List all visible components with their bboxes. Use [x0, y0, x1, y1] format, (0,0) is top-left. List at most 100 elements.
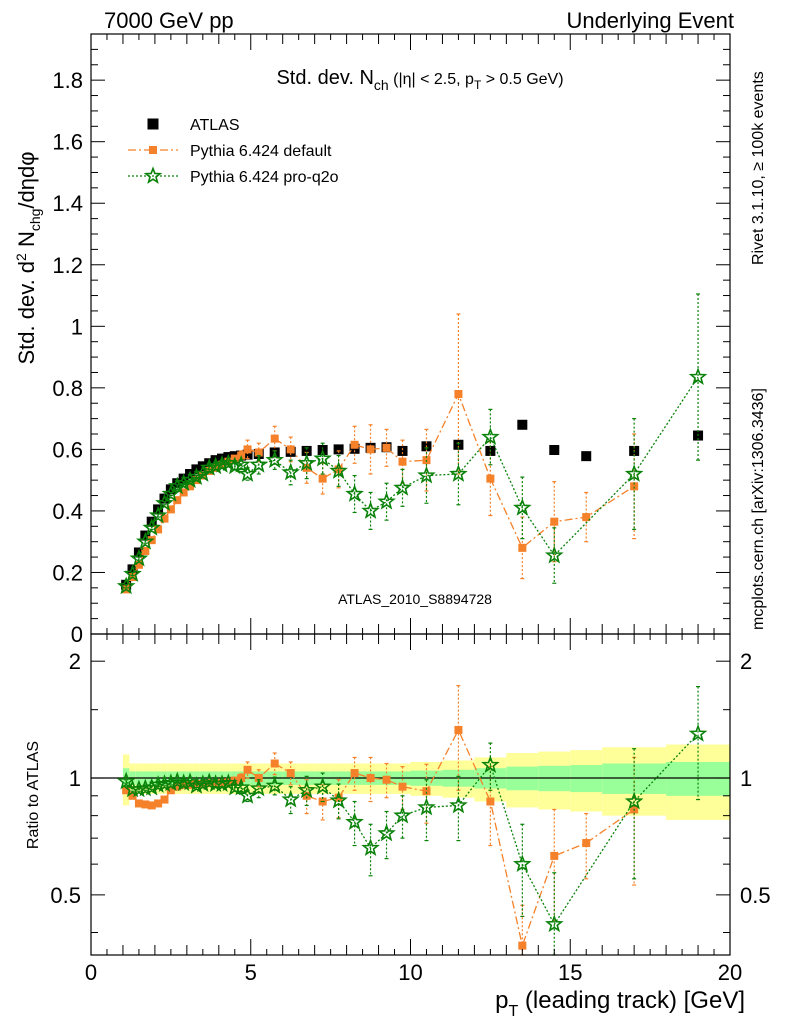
ratio-point	[160, 795, 169, 804]
main-title: Std. dev. Nch (|η| < 2.5, pT > 0.5 GeV)	[276, 67, 563, 93]
mcplots-label: mcplots.cern.ch [arXiv:1306.3436]	[750, 388, 767, 630]
ratio-point	[297, 780, 316, 799]
x-tick-label: 5	[245, 960, 257, 985]
data-point	[518, 543, 527, 552]
data-point	[582, 513, 591, 522]
ratio-point	[350, 769, 359, 778]
data-point	[123, 564, 142, 582]
x-tick-label: 20	[718, 960, 742, 985]
data-point	[345, 484, 364, 502]
data-point	[377, 491, 396, 510]
data-point	[180, 470, 200, 489]
ratio-point	[148, 775, 168, 793]
legend-item-1: ATLAS	[147, 117, 240, 134]
data-point	[286, 445, 295, 454]
main-series-2	[122, 313, 639, 594]
ratio-point	[417, 797, 436, 816]
data-point	[281, 462, 300, 481]
data-point	[382, 443, 391, 452]
ratio-series-1	[122, 685, 639, 956]
ratio-y-tick-label-right: 2	[740, 649, 752, 674]
data-point	[318, 474, 327, 483]
ratio-y-tick-label: 1	[69, 766, 81, 791]
title-part: > 0.5 GeV)	[481, 71, 563, 88]
data-point	[544, 545, 564, 564]
ratio-point	[688, 724, 708, 742]
data-point	[270, 434, 279, 443]
data-point	[417, 465, 436, 484]
y-tick-label: 1.4	[52, 191, 83, 216]
data-point	[254, 448, 263, 457]
legend-label: Pythia 6.424 pro-q2o	[190, 169, 339, 186]
ratio-point	[286, 769, 295, 778]
ratio-point	[231, 777, 251, 796]
ratio-point	[550, 851, 559, 860]
ratio-point	[141, 800, 150, 809]
legend-label: Pythia 6.424 default	[190, 143, 332, 160]
rivet-label: Rivet 3.1.10, ≥ 100k events	[750, 71, 767, 265]
data-point	[581, 451, 592, 462]
data-point	[361, 501, 380, 519]
ratio-point	[116, 771, 136, 790]
ratio-point	[254, 774, 263, 783]
x-tick-label: 0	[85, 960, 97, 985]
ratio-point	[136, 778, 155, 797]
data-point	[165, 484, 176, 495]
data-point	[265, 450, 285, 469]
data-point	[148, 505, 168, 524]
ratio-point	[166, 786, 175, 795]
data-point	[172, 478, 183, 489]
y-tick-label: 0	[71, 622, 83, 647]
title-part: (|η| < 2.5, p	[389, 71, 474, 88]
ratio-point	[361, 838, 380, 856]
y-tick-label: 1.8	[52, 68, 83, 93]
legend-marker	[143, 166, 163, 184]
data-point	[225, 456, 245, 475]
xlabel-part: p	[495, 987, 508, 1014]
data-point	[630, 482, 639, 491]
legend-item-3: Pythia 6.424 pro-q2o	[128, 166, 339, 186]
data-point	[199, 458, 219, 476]
data-point	[297, 453, 316, 472]
data-point	[393, 478, 412, 496]
ratio-series-2	[116, 686, 708, 956]
data-point	[155, 493, 174, 512]
y-tick-label: 0.8	[52, 376, 83, 401]
data-point	[238, 464, 257, 482]
data-point	[350, 440, 359, 449]
ratio-point	[155, 774, 174, 792]
main-series-3	[116, 293, 708, 595]
title-sub: T	[474, 78, 482, 92]
data-point	[550, 517, 559, 526]
series-line	[125, 376, 699, 587]
x-tick-label: 10	[398, 960, 422, 985]
ratio-point	[128, 791, 137, 800]
ratio-point	[225, 777, 245, 796]
ylabel-part: /dηdφ	[14, 151, 39, 208]
ratio-series-line	[125, 733, 699, 926]
ratio-y-tick-label: 2	[69, 649, 81, 674]
process-label: Underlying Event	[566, 8, 734, 33]
ylabel-part: N	[14, 231, 39, 253]
data-point	[688, 367, 708, 385]
ratio-point	[449, 795, 468, 814]
ratio-point	[174, 773, 193, 792]
main-series-1	[121, 419, 704, 590]
data-point	[206, 456, 225, 475]
ratio-point	[582, 839, 591, 848]
data-point	[486, 474, 495, 483]
ratio-y-tick-label-right: 0.5	[740, 883, 771, 908]
data-point	[454, 390, 463, 398]
data-point	[141, 546, 150, 555]
energy-label: 7000 GeV pp	[104, 8, 234, 33]
data-point	[136, 531, 155, 550]
ratio-point	[173, 782, 182, 791]
data-point	[142, 518, 162, 536]
ratio-axes: 0.5 0.51 12 20 5 10 15 20	[50, 634, 771, 985]
ratio-point	[518, 941, 527, 950]
legend-label: ATLAS	[190, 117, 240, 134]
data-point	[159, 493, 170, 504]
y-tick-label: 0.4	[52, 499, 83, 524]
